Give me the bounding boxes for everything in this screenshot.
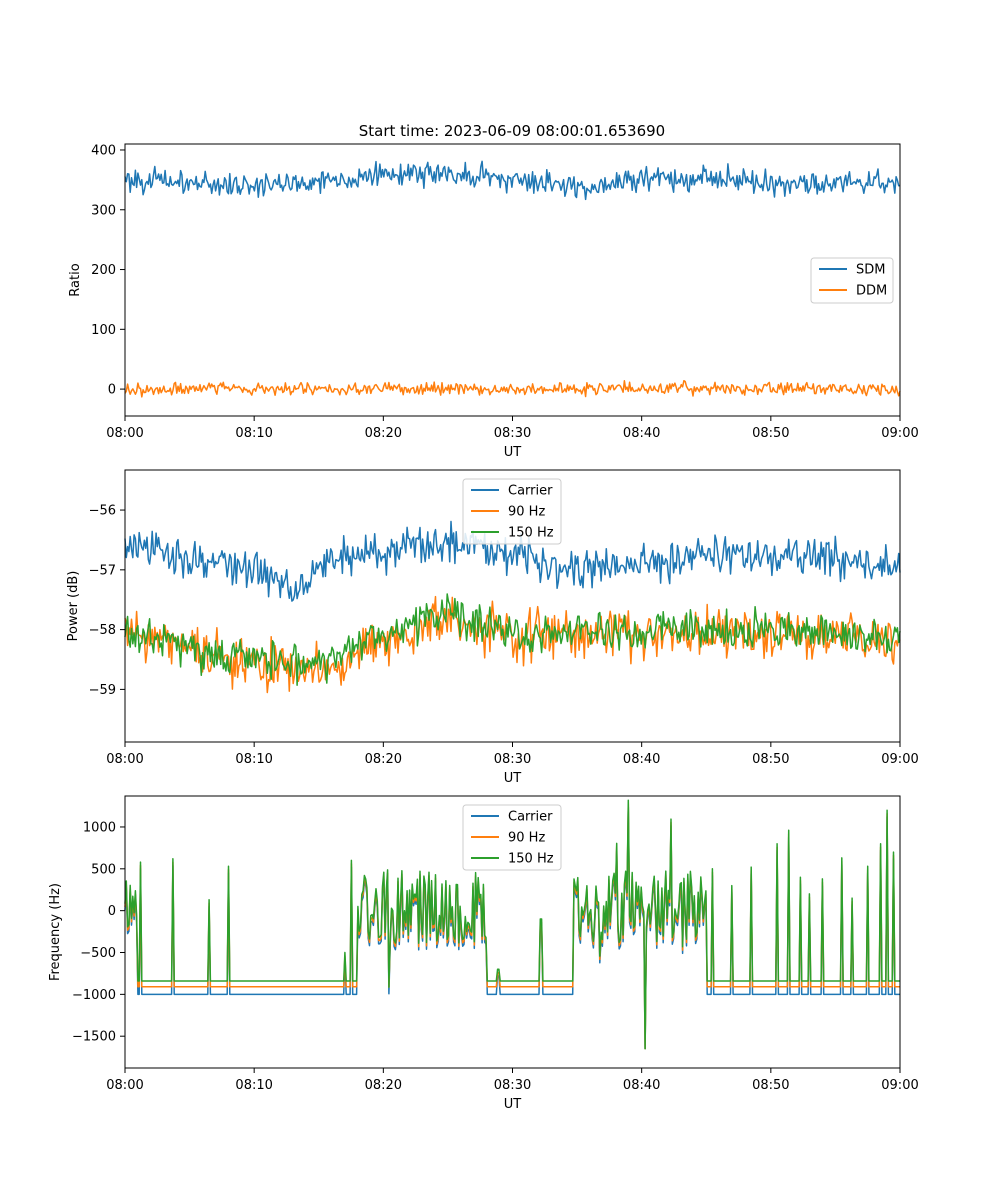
frequency-y-tick-label: 1000 xyxy=(83,820,116,835)
frequency-legend-label: 150 Hz xyxy=(508,852,554,867)
frequency-x-tick-label: 08:10 xyxy=(235,1078,272,1093)
frequency-legend-label: Carrier xyxy=(508,810,553,825)
ratio-x-tick-label: 08:00 xyxy=(106,426,143,441)
power-x-tick-label: 08:40 xyxy=(623,752,660,767)
power-x-tick-label: 08:10 xyxy=(235,752,272,767)
frequency-series-90-hz xyxy=(124,802,900,1050)
power-legend-label: Carrier xyxy=(508,484,553,499)
ratio-y-tick-label: 200 xyxy=(91,263,116,278)
power-legend-box xyxy=(462,478,562,545)
ratio-y-tick-label: 0 xyxy=(108,383,116,398)
power-y-axis-label: Power (dB) xyxy=(66,571,81,642)
ratio-x-tick-label: 09:00 xyxy=(881,426,918,441)
ratio-x-tick-label: 08:30 xyxy=(494,426,531,441)
ratio-x-tick-label: 08:10 xyxy=(235,426,272,441)
power-y-tick-label: −56 xyxy=(89,504,116,519)
power-y-tick-label: −59 xyxy=(89,683,116,698)
power-x-tick-label: 09:00 xyxy=(881,752,918,767)
frequency-y-tick-label: 0 xyxy=(108,904,116,919)
power-panel: 08:00 08:10 08:20 08:30 08:40 08:50 09:00 −56 −5… xyxy=(66,469,919,786)
figure-title: Start time: 2023-06-09 08:00:01.653690 xyxy=(359,122,665,140)
power-x-tick-label: 08:00 xyxy=(106,752,143,767)
frequency-series-150-hz xyxy=(124,799,900,1050)
frequency-y-tick-label: −1500 xyxy=(72,1030,116,1045)
ratio-y-tick-label: 100 xyxy=(91,323,116,338)
frequency-series-carrier xyxy=(124,806,900,1050)
frequency-y-tick-label: 500 xyxy=(91,862,116,877)
power-series-carrier xyxy=(124,520,901,602)
ratio-y-tick-label: 300 xyxy=(91,203,116,218)
power-series-90-hz xyxy=(124,595,901,694)
frequency-legend-box xyxy=(462,804,562,871)
ratio-series-sdm xyxy=(124,160,901,201)
power-x-tick-label: 08:20 xyxy=(365,752,402,767)
power-x-axis-label: UT xyxy=(504,771,522,786)
power-y-tick-label: −57 xyxy=(89,563,116,578)
ratio-panel: 08:00 08:10 08:20 08:30 08:40 08:50 09:00 0 100 2… xyxy=(68,143,919,460)
ratio-legend-label: SDM xyxy=(856,263,885,278)
frequency-x-tick-label: 08:00 xyxy=(106,1078,143,1093)
power-series-150-hz xyxy=(124,593,901,686)
frequency-x-tick-label: 08:30 xyxy=(494,1078,531,1093)
ratio-y-axis-label: Ratio xyxy=(68,263,83,296)
power-legend-label: 90 Hz xyxy=(508,505,545,520)
power-y-tick-label: −58 xyxy=(89,623,116,638)
ratio-x-tick-label: 08:50 xyxy=(752,426,789,441)
frequency-x-tick-label: 08:50 xyxy=(752,1078,789,1093)
ratio-series-ddm xyxy=(124,379,901,398)
frequency-y-tick-label: −500 xyxy=(80,946,116,961)
ratio-x-tick-label: 08:20 xyxy=(365,426,402,441)
frequency-x-tick-label: 08:20 xyxy=(365,1078,402,1093)
ratio-x-axis-label: UT xyxy=(504,445,522,460)
frequency-x-tick-label: 08:40 xyxy=(623,1078,660,1093)
ratio-legend: SDM DDM xyxy=(810,257,894,304)
frequency-panel: 08:00 08:10 08:20 08:30 08:40 08:50 09:00 1000 5… xyxy=(48,795,919,1112)
ratio-x-tick-label: 08:40 xyxy=(623,426,660,441)
frequency-legend: Carrier 90 Hz 150 Hz xyxy=(462,804,562,871)
power-x-tick-label: 08:50 xyxy=(752,752,789,767)
power-legend-label: 150 Hz xyxy=(508,526,554,541)
power-x-tick-label: 08:30 xyxy=(494,752,531,767)
frequency-x-axis-label: UT xyxy=(504,1097,522,1112)
ratio-legend-label: DDM xyxy=(856,284,887,299)
ratio-y-tick-label: 400 xyxy=(91,143,116,158)
power-legend: Carrier 90 Hz 150 Hz xyxy=(462,478,562,545)
frequency-y-axis-label: Frequency (Hz) xyxy=(48,883,63,981)
frequency-legend-label: 90 Hz xyxy=(508,831,545,846)
frequency-y-tick-label: −1000 xyxy=(72,988,116,1003)
frequency-x-tick-label: 09:00 xyxy=(881,1078,918,1093)
